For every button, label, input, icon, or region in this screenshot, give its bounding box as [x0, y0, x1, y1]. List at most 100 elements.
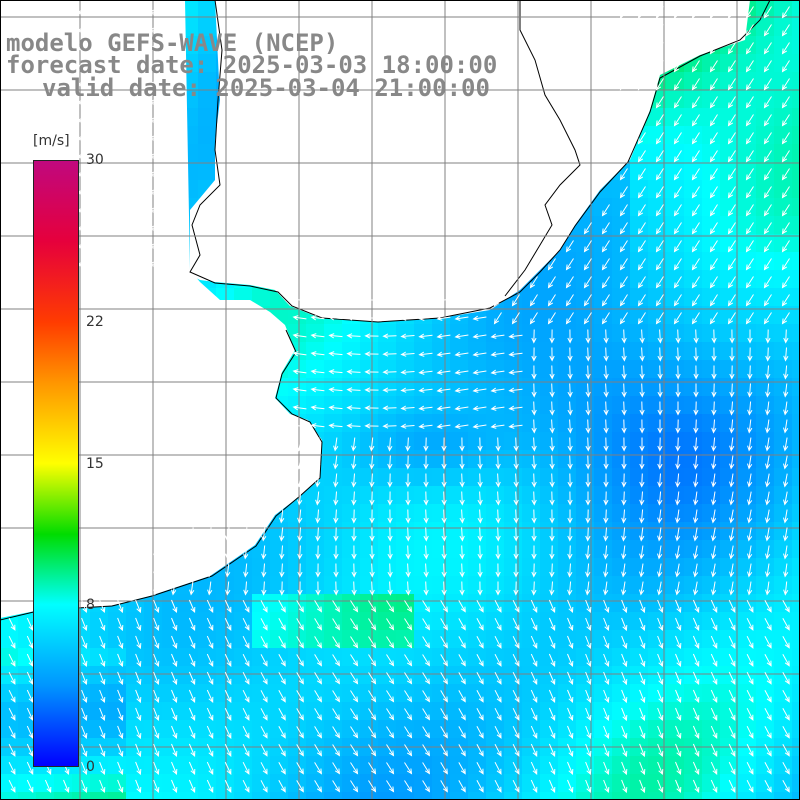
- wind-speed-cell: [558, 666, 576, 684]
- wind-speed-cell: [576, 774, 594, 792]
- arrow-icon: [693, 509, 699, 524]
- arrow-icon: [764, 726, 772, 739]
- wind-speed-cell: [396, 414, 414, 432]
- arrow-icon: [530, 617, 538, 631]
- wind-speed-cell: [558, 468, 576, 486]
- arrow-icon: [490, 423, 505, 429]
- arrow-icon: [315, 473, 321, 488]
- wind-speed-cell: [648, 432, 666, 450]
- arrow-icon: [148, 153, 163, 159]
- arrow-icon: [709, 60, 718, 73]
- arrow-icon: [585, 365, 591, 380]
- arrow-icon: [135, 671, 142, 686]
- wind-speed-cell: [756, 396, 774, 414]
- arrow-icon: [405, 563, 411, 578]
- arrow-icon: [22, 81, 37, 87]
- wind-speed-cell: [756, 108, 774, 126]
- arrow-icon: [709, 132, 718, 145]
- wind-speed-cell: [684, 648, 702, 666]
- colorbar-tick-label: 0: [86, 759, 95, 775]
- arrow-icon: [332, 600, 341, 613]
- arrow-icon: [278, 726, 286, 739]
- arrow-icon: [763, 96, 772, 109]
- wind-speed-cell: [702, 720, 720, 738]
- arrow-icon: [763, 240, 772, 253]
- wind-speed-cell: [270, 648, 288, 666]
- arrow-icon: [130, 99, 145, 105]
- wind-speed-cell: [594, 216, 612, 234]
- wind-speed-cell: [198, 18, 216, 36]
- arrow-icon: [530, 671, 538, 685]
- wind-speed-cell: [738, 288, 756, 306]
- arrow-icon: [710, 671, 718, 685]
- arrow-icon: [477, 491, 483, 506]
- arrow-icon: [148, 225, 163, 231]
- wind-speed-cell: [522, 630, 540, 648]
- arrow-icon: [400, 423, 415, 429]
- arrow-icon: [332, 726, 341, 739]
- coastline-inner: [504, 0, 581, 297]
- arrow-icon: [99, 707, 106, 722]
- wind-speed-cell: [378, 414, 396, 432]
- arrow-icon: [310, 315, 325, 321]
- arrow-icon: [189, 581, 195, 596]
- arrow-icon: [166, 153, 181, 159]
- arrow-icon: [368, 618, 377, 631]
- wind-speed-cell: [486, 378, 504, 396]
- wind-speed-cell: [738, 216, 756, 234]
- arrow-icon: [188, 743, 196, 758]
- arrow-icon: [745, 276, 754, 289]
- arrow-icon: [224, 689, 232, 703]
- wind-speed-cell: [666, 360, 684, 378]
- wind-speed-cell: [792, 720, 800, 738]
- arrow-icon: [710, 653, 718, 667]
- wind-speed-cell: [666, 108, 684, 126]
- arrow-icon: [675, 671, 682, 686]
- wind-speed-cell: [648, 126, 666, 144]
- arrow-icon: [332, 708, 341, 721]
- arrow-icon: [296, 780, 304, 793]
- arrow-icon: [765, 473, 771, 488]
- wind-speed-cell: [774, 630, 792, 648]
- arrow-icon: [531, 329, 537, 344]
- wind-speed-cell: [288, 648, 306, 666]
- arrow-icon: [206, 779, 214, 793]
- arrow-icon: [619, 222, 628, 235]
- arrow-icon: [490, 405, 505, 411]
- wind-speed-cell: [522, 432, 540, 450]
- arrow-icon: [746, 635, 754, 649]
- wind-speed-cell: [72, 792, 90, 800]
- wind-speed-cell: [612, 504, 630, 522]
- arrow-icon: [639, 707, 646, 722]
- arrow-icon: [346, 387, 361, 393]
- arrow-icon: [603, 743, 610, 758]
- wind-speed-cell: [18, 684, 36, 702]
- arrow-icon: [99, 635, 106, 650]
- arrow-icon: [655, 24, 664, 37]
- arrow-icon: [472, 387, 487, 393]
- arrow-icon: [657, 527, 663, 542]
- arrow-icon: [8, 617, 16, 631]
- arrow-icon: [783, 473, 789, 488]
- wind-speed-cell: [648, 486, 666, 504]
- wind-speed-cell: [198, 648, 216, 666]
- arrow-icon: [148, 81, 163, 87]
- arrow-icon: [745, 204, 754, 217]
- arrow-icon: [112, 207, 127, 213]
- wind-speed-cell: [288, 792, 306, 800]
- arrow-icon: [368, 690, 377, 703]
- arrow-icon: [188, 617, 196, 632]
- arrow-icon: [673, 132, 682, 145]
- wind-speed-cell: [648, 396, 666, 414]
- arrow-icon: [26, 653, 34, 667]
- wind-speed-cell: [432, 432, 450, 450]
- arrow-icon: [458, 600, 466, 613]
- wind-speed-cell: [756, 378, 774, 396]
- wind-speed-cell: [522, 450, 540, 468]
- arrow-icon: [565, 276, 574, 289]
- coastline-north: [189, 0, 771, 323]
- arrow-icon: [112, 81, 127, 87]
- arrow-icon: [4, 207, 19, 213]
- arrow-icon: [763, 132, 772, 145]
- arrow-icon: [637, 6, 646, 19]
